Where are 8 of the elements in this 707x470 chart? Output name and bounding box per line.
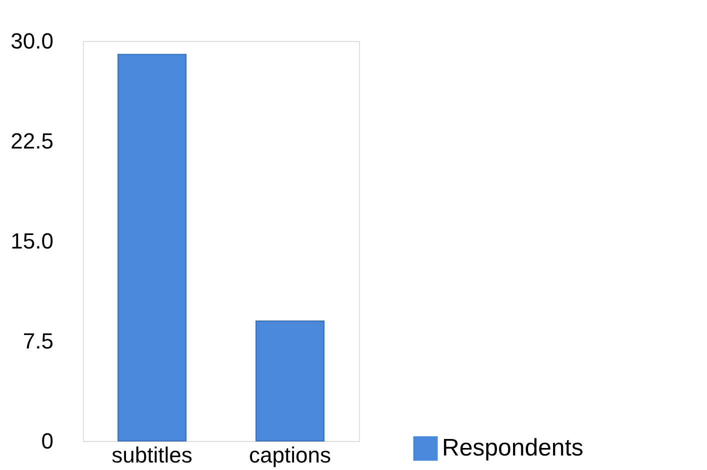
y-tick-label: 0 [41, 428, 54, 454]
x-tick-label: captions [249, 442, 331, 468]
y-tick-label: 15.0 [10, 228, 54, 254]
y-tick-label: 30.0 [10, 28, 54, 54]
y-tick-label: 22.5 [10, 128, 54, 154]
x-tick-label: subtitles [112, 442, 192, 468]
legend-label: Respondents [442, 434, 584, 462]
y-tick-label: 7.5 [22, 328, 54, 354]
